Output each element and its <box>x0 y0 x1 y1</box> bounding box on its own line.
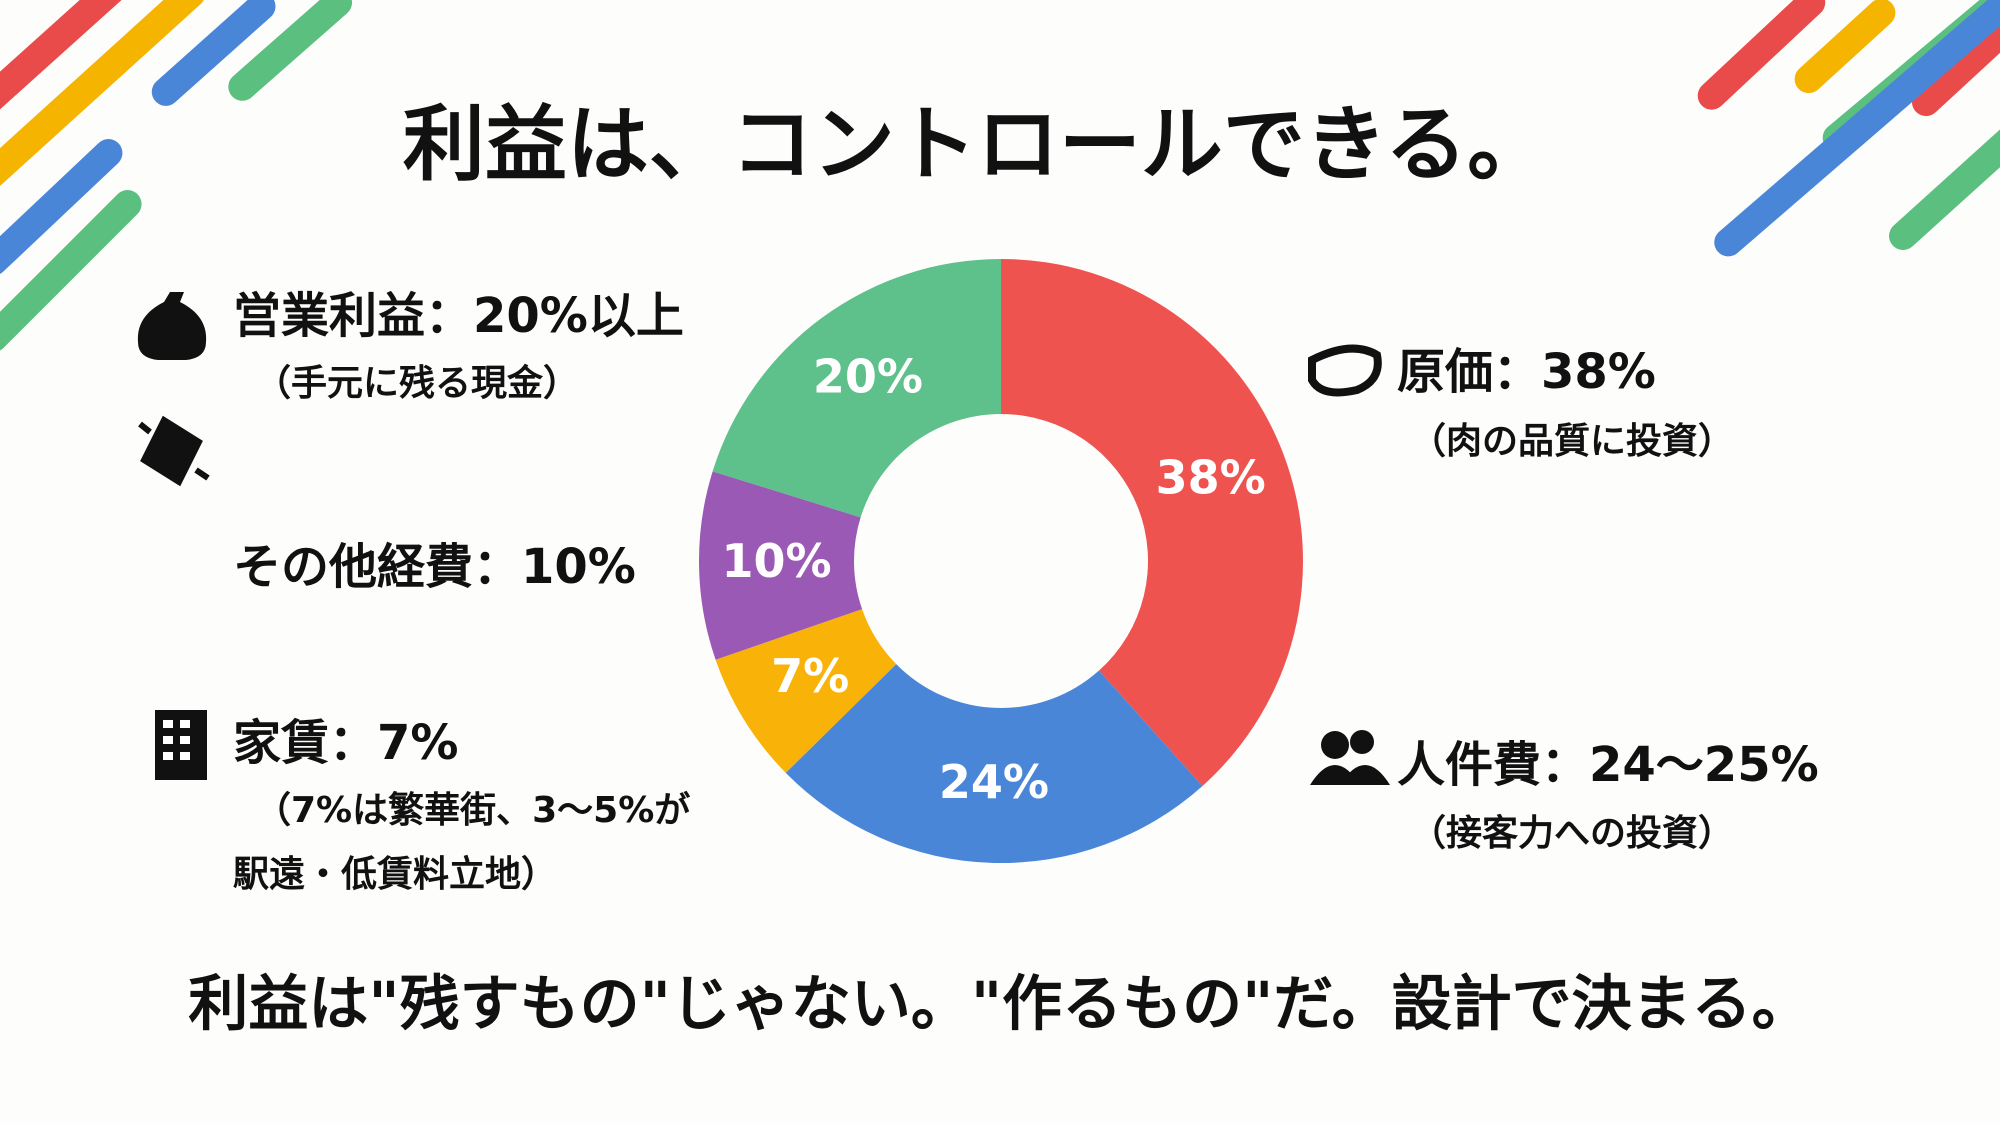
callout-title: 原価：38% <box>1397 344 1656 400</box>
callout-note: （接客力への投資） <box>1410 813 1734 854</box>
chart-title: 利益は、コントロールできる。 <box>403 97 1549 192</box>
icons <box>137 292 1390 785</box>
slice <box>715 609 897 773</box>
callout-title: 営業利益：20%以上 <box>233 288 684 344</box>
callout-title: 人件費：24〜25% <box>1397 737 1819 793</box>
decor-stripes <box>0 0 2000 351</box>
slice <box>712 259 1001 518</box>
callout-note: 駅遠・低賃料立地） <box>233 854 557 895</box>
icon-details <box>163 720 190 760</box>
slice <box>1001 259 1303 787</box>
slice-label: 20% <box>813 350 923 404</box>
slice <box>785 664 1203 863</box>
slice-label: 10% <box>721 534 831 588</box>
callout-note: （7%は繁華街、3〜5%が <box>255 790 690 831</box>
slice-label: 38% <box>1156 450 1266 504</box>
slice <box>699 471 863 660</box>
slice-label: 7% <box>771 649 849 703</box>
callout-note: （肉の品質に投資） <box>1410 421 1734 462</box>
callout-title: その他経費：10% <box>233 539 636 595</box>
callout-note: （手元に残る現金） <box>255 362 579 404</box>
footer: 利益は"残すもの"じゃない。"作るもの"だ。設計で決まる。 <box>188 970 1811 1040</box>
slice-label: 24% <box>939 755 1049 809</box>
callout-title: 家賃：7% <box>233 715 459 771</box>
